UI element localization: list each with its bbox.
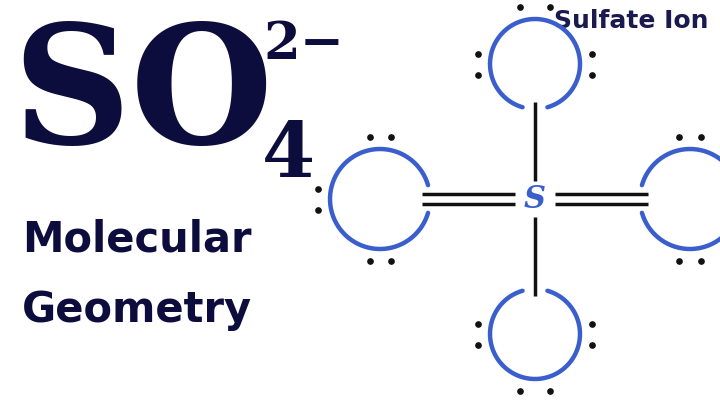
Text: 4: 4: [262, 119, 315, 193]
Text: Sulfate Ion: Sulfate Ion: [554, 9, 708, 33]
Text: 2−: 2−: [263, 19, 344, 70]
Text: SO: SO: [12, 19, 273, 178]
Text: S: S: [524, 183, 546, 215]
Text: Geometry: Geometry: [22, 289, 252, 331]
Text: Molecular: Molecular: [22, 219, 251, 261]
